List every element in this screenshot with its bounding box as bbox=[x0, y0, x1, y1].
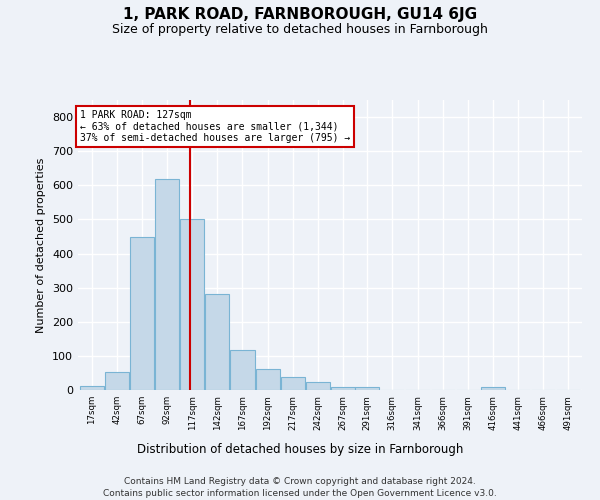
Text: 1, PARK ROAD, FARNBOROUGH, GU14 6JG: 1, PARK ROAD, FARNBOROUGH, GU14 6JG bbox=[123, 8, 477, 22]
Bar bbox=[205, 294, 229, 390]
Text: Distribution of detached houses by size in Farnborough: Distribution of detached houses by size … bbox=[137, 442, 463, 456]
Text: Contains HM Land Registry data © Crown copyright and database right 2024.: Contains HM Land Registry data © Crown c… bbox=[124, 478, 476, 486]
Text: Size of property relative to detached houses in Farnborough: Size of property relative to detached ho… bbox=[112, 22, 488, 36]
Bar bbox=[281, 378, 305, 390]
Bar bbox=[155, 179, 179, 390]
Bar bbox=[180, 220, 204, 390]
Bar bbox=[130, 238, 154, 390]
Bar bbox=[230, 350, 254, 390]
Bar bbox=[331, 386, 355, 390]
Y-axis label: Number of detached properties: Number of detached properties bbox=[37, 158, 46, 332]
Bar bbox=[256, 369, 280, 390]
Bar bbox=[306, 382, 330, 390]
Text: 1 PARK ROAD: 127sqm
← 63% of detached houses are smaller (1,344)
37% of semi-det: 1 PARK ROAD: 127sqm ← 63% of detached ho… bbox=[80, 110, 350, 144]
Bar bbox=[481, 388, 505, 390]
Bar bbox=[104, 372, 129, 390]
Bar bbox=[80, 386, 104, 390]
Text: Contains public sector information licensed under the Open Government Licence v3: Contains public sector information licen… bbox=[103, 489, 497, 498]
Bar bbox=[355, 388, 379, 390]
